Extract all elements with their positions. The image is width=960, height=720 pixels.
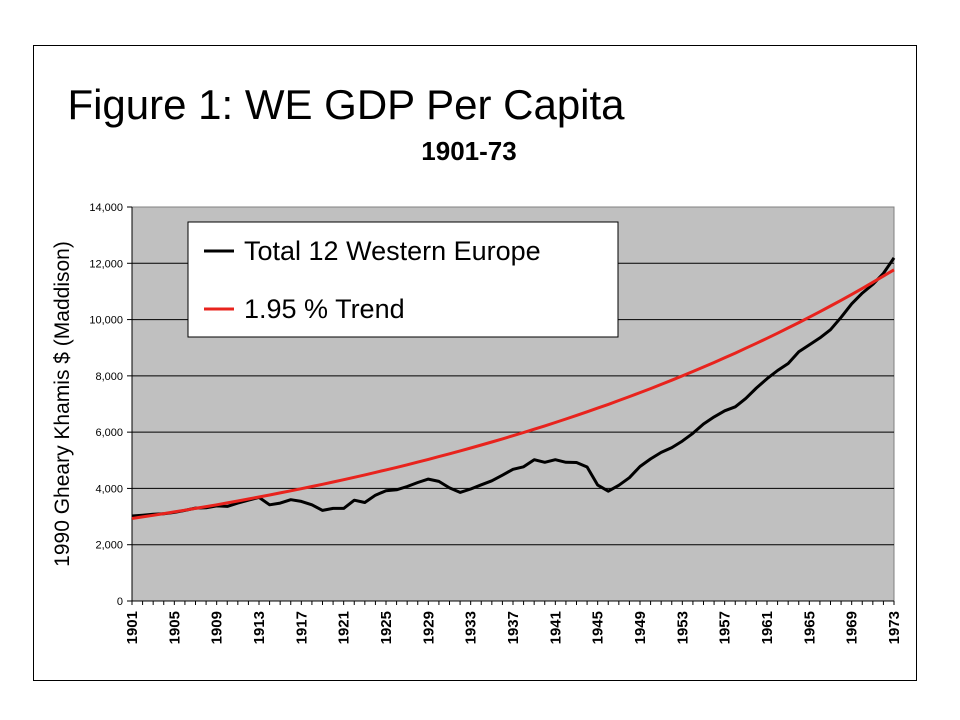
- y-tick-label-6-000: 6,000: [95, 427, 123, 439]
- x-tick-label-1929: 1929: [420, 611, 437, 644]
- x-tick-label-1973: 1973: [886, 611, 903, 644]
- chart-frame: Figure 1: WE GDP Per Capita 1901-73 1990…: [33, 45, 917, 681]
- y-tick-label-14-000: 14,000: [89, 202, 123, 214]
- chart-title: Figure 1: WE GDP Per Capita: [67, 81, 625, 128]
- y-tick-label-2-000: 2,000: [95, 540, 123, 552]
- y-tick-label-4-000: 4,000: [95, 483, 123, 495]
- y-axis-ticks: 0 2,000 4,000 6,000 8,000 10,000 12,000 14,000: [89, 202, 133, 608]
- x-tick-label-1945: 1945: [590, 611, 607, 644]
- x-tick-label-1917: 1917: [293, 611, 310, 644]
- x-tick-label-1961: 1961: [759, 611, 776, 644]
- legend: Total 12 Western Europe 1.95 % Trend: [187, 221, 619, 338]
- x-tick-label-1909: 1909: [209, 611, 226, 644]
- y-tick-label-8-000: 8,000: [95, 371, 123, 383]
- x-tick-label-1925: 1925: [378, 611, 395, 644]
- legend-box: [187, 221, 619, 338]
- x-tick-label-1933: 1933: [463, 611, 480, 644]
- y-tick-label-12-000: 12,000: [89, 258, 123, 270]
- x-tick-label-1913: 1913: [251, 611, 268, 644]
- x-tick-label-1949: 1949: [632, 611, 649, 644]
- y-tick-label-10-000: 10,000: [89, 315, 123, 327]
- x-tick-label-1957: 1957: [717, 611, 734, 644]
- x-tick-label-1937: 1937: [505, 611, 522, 644]
- x-tick-label-1921: 1921: [336, 611, 353, 644]
- legend-label-total-12-western-europe: Total 12 Western Europe: [244, 236, 541, 266]
- x-tick-label-1941: 1941: [547, 611, 564, 644]
- x-tick-label-1969: 1969: [844, 611, 861, 644]
- x-tick-label-1965: 1965: [801, 611, 818, 644]
- x-tick-label-1953: 1953: [674, 611, 691, 644]
- series-layer: [131, 257, 896, 520]
- x-tick-label-1901: 1901: [124, 611, 141, 644]
- chart-svg: Figure 1: WE GDP Per Capita 1901-73 1990…: [51, 81, 903, 644]
- y-axis-label: 1990 Gheary Khamis $ (Maddison): [51, 241, 74, 567]
- x-axis-ticks: 1901 1905 1909 1913 1917 1921 1925 1929 1933 1937…: [124, 600, 903, 644]
- legend-label-trend: 1.95 % Trend: [244, 294, 405, 324]
- y-tick-label-0: 0: [117, 596, 123, 608]
- x-tick-label-1905: 1905: [166, 611, 183, 644]
- chart-subtitle: 1901-73: [421, 136, 516, 166]
- series-line-1-95-trend: [131, 268, 895, 520]
